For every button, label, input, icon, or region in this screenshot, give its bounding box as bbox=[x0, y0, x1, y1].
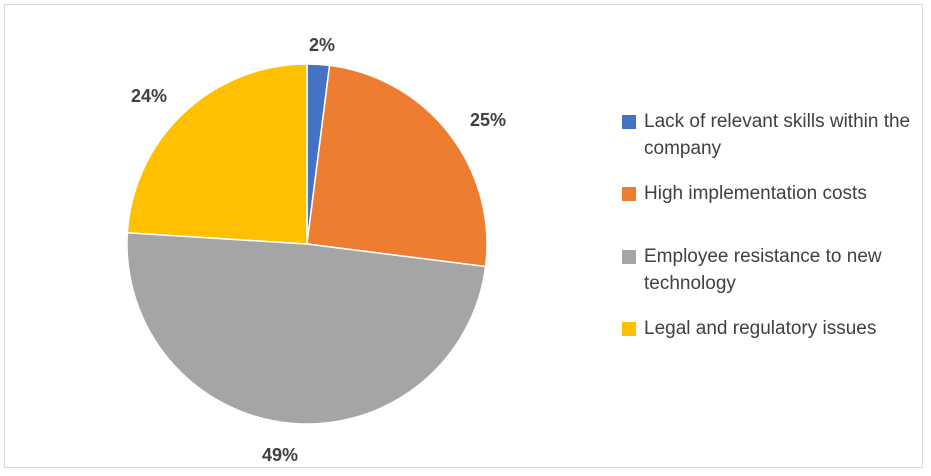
legend-swatch-resistance bbox=[622, 250, 636, 264]
data-label-legal: 24% bbox=[131, 86, 167, 106]
legend-swatch-skills bbox=[622, 115, 636, 129]
pie-slice-legal bbox=[126, 63, 308, 245]
legend-label-legal: Legal and regulatory issues bbox=[644, 318, 877, 339]
legend-swatch-legal bbox=[622, 322, 636, 336]
pie-slice-costs bbox=[306, 64, 488, 268]
legend-item-legal: Legal and regulatory issues bbox=[622, 315, 922, 342]
legend-item-skills: Lack of relevant skills within the compa… bbox=[622, 108, 922, 162]
legend-label-costs: High implementation costs bbox=[644, 183, 867, 204]
pie-slices bbox=[126, 63, 488, 425]
data-label-resistance: 49% bbox=[262, 445, 298, 465]
data-label-costs: 25% bbox=[470, 110, 506, 130]
pie-data-labels: 2% 25% 49% 24% bbox=[131, 35, 506, 465]
legend-label-resistance: Employee resistance to new technology bbox=[644, 246, 882, 294]
legend-label-skills: Lack of relevant skills within the compa… bbox=[644, 111, 911, 159]
legend-item-resistance: Employee resistance to new technology bbox=[622, 243, 922, 297]
legend-swatch-costs bbox=[622, 187, 636, 201]
legend: Lack of relevant skills within the compa… bbox=[622, 108, 922, 342]
legend-item-costs: High implementation costs bbox=[622, 180, 922, 207]
pie-slice-resistance bbox=[126, 231, 487, 425]
data-label-skills: 2% bbox=[309, 35, 335, 55]
